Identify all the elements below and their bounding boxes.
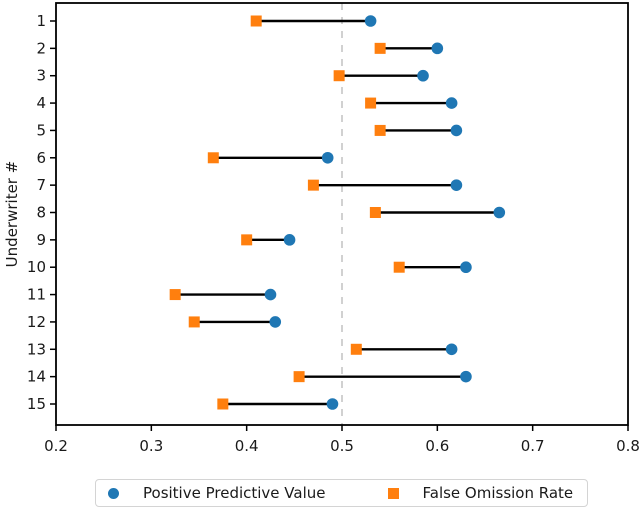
y-tick-label: 14	[27, 368, 46, 386]
y-tick-label: 1	[36, 12, 46, 30]
ppv-marker-underwriter-15	[326, 398, 339, 410]
y-tick-label: 5	[36, 121, 46, 139]
ppv-marker-underwriter-3	[417, 69, 429, 82]
for-marker-underwriter-6	[207, 152, 219, 164]
legend-item-false-omission-rate: False Omission Rate	[387, 484, 574, 502]
y-tick-label: 10	[27, 258, 46, 276]
x-tick-label: 0.5	[330, 437, 354, 455]
ppv-marker-underwriter-5	[450, 124, 463, 137]
for-marker-underwriter-3	[333, 70, 345, 82]
ppv-marker-underwriter-8	[493, 206, 506, 219]
y-tick-label: 2	[36, 39, 46, 57]
y-tick-label: 8	[36, 204, 46, 222]
ppv-marker-underwriter-12	[269, 316, 282, 328]
plot-area: 0.2 0.3 0.4 0.5 0.6 0.7 0.81234567891011121314…	[3, 2, 640, 455]
y-tick-label: 9	[36, 231, 46, 249]
ppv-marker-underwriter-13	[445, 343, 458, 356]
y-tick-label: 15	[27, 395, 46, 413]
ppv-marker-underwriter-14	[460, 370, 472, 383]
y-axis-label: Underwriter #	[3, 161, 21, 268]
x-tick-label: 0.7	[521, 437, 545, 455]
ppv-marker-underwriter-11	[264, 288, 277, 301]
y-tick-label: 3	[36, 67, 46, 85]
ppv-marker-underwriter-1	[364, 15, 377, 27]
ppv-marker-underwriter-6	[321, 151, 334, 164]
ppv-marker-underwriter-9	[283, 234, 296, 246]
legend-item-positive-predictive-value: Positive Predictive Value	[108, 484, 326, 502]
ppv-circle-icon	[108, 487, 119, 499]
ppv-marker-underwriter-7	[450, 179, 463, 191]
x-tick-label: 0.4	[235, 437, 259, 455]
y-tick-label: 12	[27, 313, 46, 331]
y-tick-label: 6	[36, 149, 46, 167]
for-marker-underwriter-2	[374, 42, 386, 54]
for-marker-underwriter-14	[293, 371, 305, 383]
for-marker-underwriter-13	[350, 343, 362, 355]
ppv-marker-underwriter-4	[445, 97, 458, 109]
legend-label-ppv: Positive Predictive Value	[143, 484, 326, 502]
x-tick-label: 0.2	[44, 437, 68, 455]
x-tick-label: 0.8	[616, 437, 640, 455]
for-marker-underwriter-12	[188, 316, 200, 328]
legend-label-for: False Omission Rate	[422, 484, 574, 502]
ppv-marker-underwriter-10	[460, 261, 472, 274]
ppv-marker-underwriter-2	[431, 42, 444, 55]
for-marker-underwriter-10	[393, 261, 405, 273]
legend: Positive Predictive Value False Omission…	[95, 479, 588, 507]
y-tick-label: 13	[27, 340, 46, 358]
y-tick-label: 11	[27, 286, 46, 304]
for-marker-underwriter-1	[250, 15, 262, 27]
for-marker-underwriter-7	[307, 179, 319, 191]
for-marker-underwriter-11	[169, 289, 181, 301]
for-marker-underwriter-8	[369, 207, 381, 218]
for-marker-underwriter-5	[374, 124, 386, 136]
x-tick-label: 0.3	[139, 437, 163, 455]
for-square-icon	[387, 487, 399, 499]
y-tick-label: 4	[36, 94, 46, 112]
for-marker-underwriter-4	[365, 97, 377, 109]
x-tick-label: 0.6	[425, 437, 449, 455]
for-marker-underwriter-9	[241, 234, 253, 246]
for-marker-underwriter-15	[217, 398, 229, 410]
y-tick-label: 7	[36, 176, 46, 194]
